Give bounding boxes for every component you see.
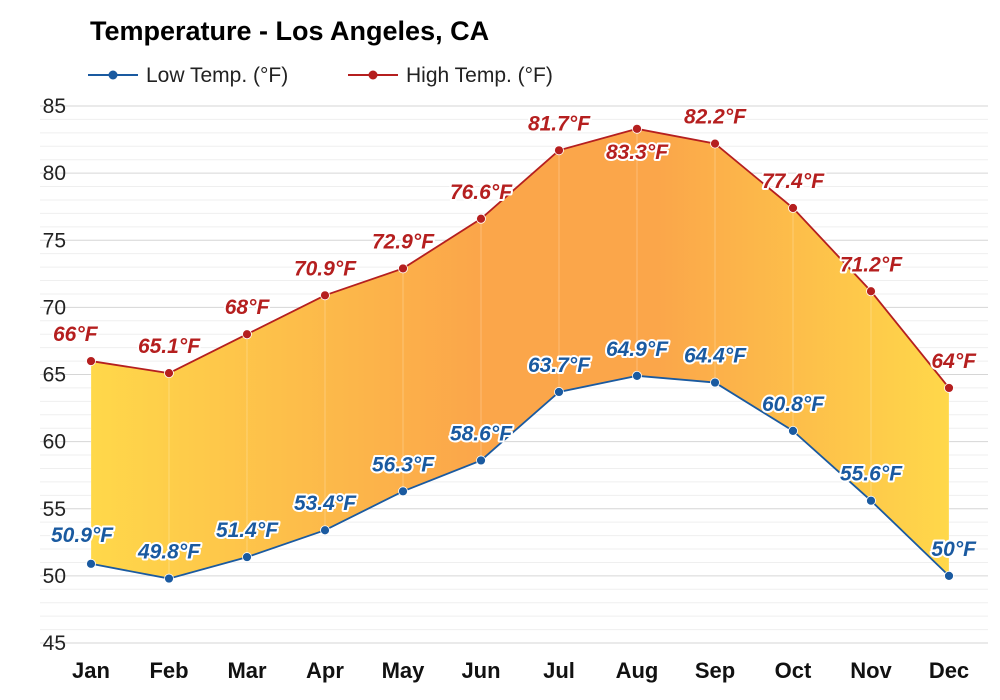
legend-low-label: Low Temp. (°F) (146, 64, 288, 87)
high-label-jan: 66°F (53, 323, 99, 346)
high-label-may: 72.9°F (372, 230, 435, 253)
y-tick-label: 50 (43, 565, 66, 588)
low-label-jun: 58.6°F (450, 422, 513, 445)
x-tick-jun: Jun (461, 658, 500, 683)
band-fill (91, 128, 949, 579)
series-lines (90, 127, 950, 580)
x-tick-nov: Nov (850, 658, 892, 683)
high-label-sep: 82.2°F (684, 106, 747, 129)
y-tick-label: 55 (43, 498, 66, 521)
low-point-jul[interactable] (554, 387, 564, 397)
low-label-jul: 63.7°F (528, 354, 591, 377)
x-tick-feb: Feb (149, 658, 188, 683)
low-point-feb[interactable] (164, 573, 174, 584)
x-tick-aug: Aug (616, 658, 659, 683)
low-point-apr[interactable] (320, 525, 330, 536)
low-point-jan[interactable] (86, 558, 96, 569)
high-temp-line (90, 127, 950, 389)
legend-high-label: High Temp. (°F) (406, 64, 553, 87)
low-point-nov[interactable] (866, 495, 876, 506)
high-point-feb[interactable] (164, 368, 174, 379)
high-point-aug[interactable] (632, 123, 642, 134)
y-tick-label: 60 (43, 431, 66, 454)
y-tick-label: 65 (43, 364, 66, 387)
y-tick-label: 70 (43, 296, 66, 319)
low-label-may: 56.3°F (372, 453, 435, 476)
y-axis: 45 50 55 60 65 70 75 80 85 (43, 95, 66, 655)
low-point-may[interactable] (398, 486, 408, 497)
x-tick-jul: Jul (543, 658, 575, 683)
x-axis: Jan Feb Mar Apr May Jun Jul Aug Sep Oct Nov Dec (72, 658, 969, 683)
legend-item-high[interactable]: High Temp. (°F) (348, 64, 553, 87)
high-label-nov: 71.2°F (840, 253, 903, 276)
y-tick-label: 80 (43, 162, 66, 185)
x-tick-dec: Dec (929, 658, 969, 683)
high-label-aug: 83.3°F (606, 141, 669, 164)
high-point-oct[interactable] (788, 203, 798, 213)
y-tick-label: 45 (43, 632, 66, 655)
low-label-apr: 53.4°F (294, 492, 357, 515)
x-tick-apr: Apr (306, 658, 344, 683)
x-tick-mar: Mar (227, 658, 267, 683)
low-label-dec: 50°F (931, 538, 977, 561)
high-label-apr: 70.9°F (294, 257, 357, 280)
y-tick-label: 75 (43, 229, 66, 252)
low-label-mar: 51.4°F (216, 519, 279, 542)
low-point-jun[interactable] (476, 455, 486, 466)
high-label-feb: 65.1°F (138, 335, 201, 358)
high-point-nov[interactable] (866, 286, 876, 297)
series-markers (86, 123, 954, 584)
high-label-dec: 64°F (931, 350, 977, 373)
high-point-jun[interactable] (476, 213, 486, 224)
x-tick-may: May (382, 658, 426, 683)
chart-title: Temperature - Los Angeles, CA (90, 16, 489, 46)
high-point-dec[interactable] (944, 383, 954, 393)
low-point-mar[interactable] (242, 552, 252, 562)
high-label-mar: 68°F (225, 296, 271, 319)
temperature-band (90, 128, 950, 579)
low-point-oct[interactable] (788, 425, 798, 436)
high-point-jul[interactable] (554, 145, 564, 156)
low-label-nov: 55.6°F (840, 463, 903, 486)
low-label-jan: 50.9°F (51, 524, 114, 547)
legend-item-low[interactable]: Low Temp. (°F) (88, 64, 288, 87)
legend-low-marker (108, 70, 118, 80)
x-tick-jan: Jan (72, 658, 110, 683)
high-label-oct: 77.4°F (762, 170, 825, 193)
high-point-jan[interactable] (86, 356, 96, 366)
y-tick-label: 85 (43, 95, 66, 118)
data-labels: 50.9°F 49.8°F 51.4°F 53.4°F 56.3°F 58.6°F 63.7… (49, 104, 979, 566)
low-temp-line (90, 374, 950, 580)
legend-high-marker (368, 70, 378, 80)
high-label-jul: 81.7°F (528, 112, 591, 135)
high-point-mar[interactable] (242, 329, 252, 340)
low-label-feb: 49.8°F (137, 541, 201, 564)
high-point-sep[interactable] (710, 138, 720, 149)
high-point-apr[interactable] (320, 290, 330, 301)
high-label-jun: 76.6°F (450, 181, 513, 204)
high-point-may[interactable] (398, 263, 408, 274)
low-point-sep[interactable] (710, 377, 720, 388)
x-tick-sep: Sep (695, 658, 735, 683)
low-label-sep: 64.4°F (684, 345, 747, 368)
low-label-oct: 60.8°F (762, 393, 825, 416)
x-tick-oct: Oct (775, 658, 812, 683)
low-label-aug: 64.9°F (606, 338, 669, 361)
low-point-dec[interactable] (944, 570, 954, 581)
low-point-aug[interactable] (632, 370, 642, 381)
legend: Low Temp. (°F) High Temp. (°F) (88, 64, 553, 87)
